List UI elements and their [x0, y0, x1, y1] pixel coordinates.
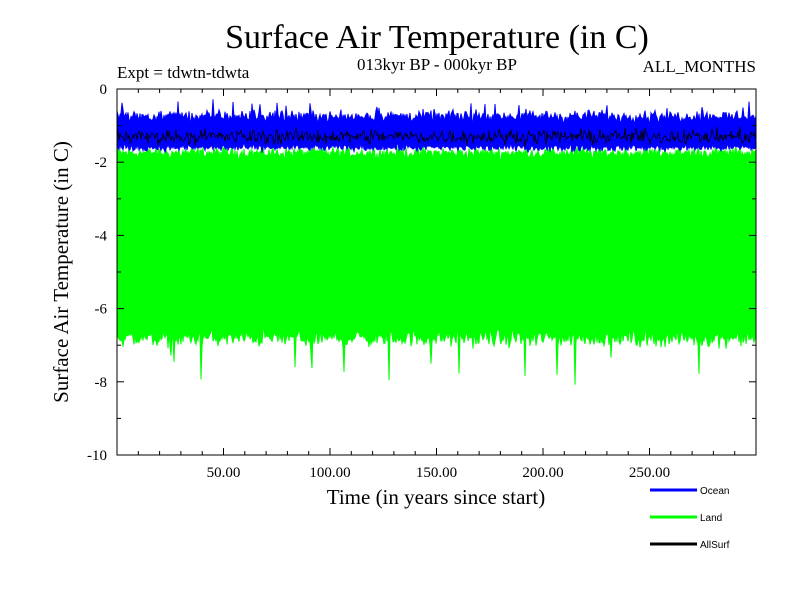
- x-axis-label: Time (in years since start): [327, 485, 546, 509]
- period-label: ALL_MONTHS: [643, 57, 756, 76]
- series-land: [116, 144, 757, 385]
- y-tick-label: -8: [95, 375, 108, 391]
- y-tick-label: -10: [87, 448, 107, 464]
- x-tick-label: 100.00: [309, 465, 350, 481]
- experiment-label: Expt = tdwtn-tdwta: [117, 63, 250, 82]
- y-axis-label: Surface Air Temperature (in C): [49, 141, 73, 403]
- plot-area: [116, 99, 757, 385]
- x-tick-label: 150.00: [416, 465, 457, 481]
- y-tick-label: -2: [95, 155, 108, 171]
- legend-label-ocean: Ocean: [700, 486, 729, 497]
- legend-label-allsurf: AllSurf: [700, 540, 730, 551]
- chart-subtitle: 013kyr BP - 000kyr BP: [357, 55, 517, 74]
- chart-title: Surface Air Temperature (in C): [225, 19, 649, 56]
- x-tick-label: 250.00: [629, 465, 670, 481]
- y-tick-label: 0: [100, 82, 108, 98]
- legend-label-land: Land: [700, 513, 722, 524]
- series-allsurf: [116, 126, 757, 147]
- y-tick-label: -6: [95, 302, 108, 318]
- series-ocean: [116, 99, 757, 154]
- axis-ticks: 50.00 100.00 150.00 200.00 250.00 0 -2 -4 -6 -8 -1…: [87, 82, 756, 481]
- legend: Ocean Land AllSurf: [650, 486, 730, 551]
- y-tick-label: -4: [95, 228, 108, 244]
- x-tick-label: 50.00: [207, 465, 241, 481]
- x-tick-label: 200.00: [522, 465, 563, 481]
